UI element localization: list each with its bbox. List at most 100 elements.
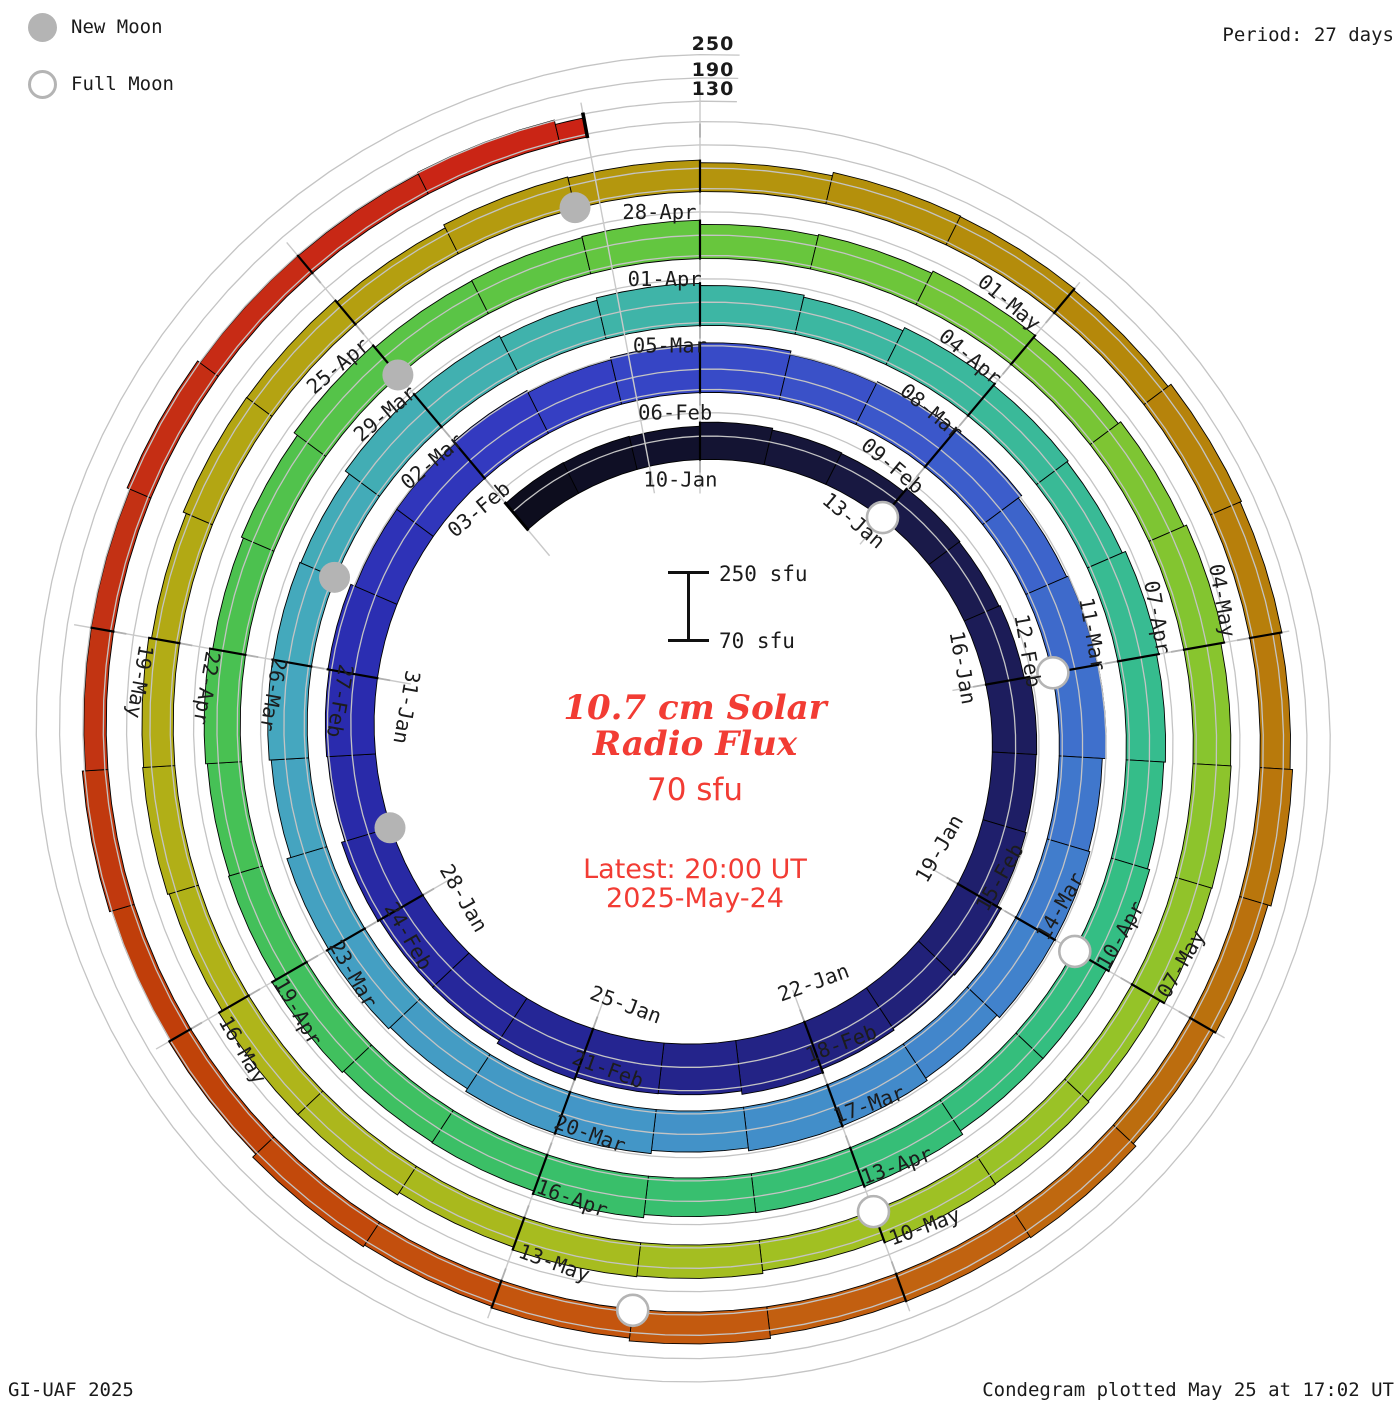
spiral-start-cap [503,501,530,532]
date-label: 01-Apr [628,267,702,291]
flux-day-bar [985,676,1038,756]
baseline-tick [247,988,261,997]
segment-divider [334,299,357,326]
new-moon-marker [382,359,414,391]
segment-dividers [90,112,1283,1309]
baseline-tick [1004,910,1018,919]
baseline-tick [915,465,927,478]
baseline-tick [178,642,193,647]
segment-divider [1116,652,1161,663]
full-moon-marker [1057,934,1092,969]
flux-day-bar [554,117,588,144]
segment-divider [325,927,367,952]
scale-bar-stem [687,572,690,641]
flux-day-bar [499,299,607,375]
date-label: 25-Jan [587,981,665,1029]
flux-day-bar [1239,767,1294,907]
segment-divider [452,440,487,480]
baseline-tick [1236,636,1251,642]
moon-markers [319,192,1092,1328]
segment-divider [1052,287,1076,315]
flux-day-bar [636,1239,764,1279]
center-text-block: 10.7 cm Solar Radio Flux 70 sfu Latest: … [390,690,1000,913]
segment-divider [90,626,115,633]
segment-divider [412,392,444,429]
flux-day-bar [966,916,1056,1019]
segment-divider [511,1216,526,1251]
flux-day-bar [1110,759,1165,870]
segment-divider [848,1146,866,1189]
date-label: 22-Jan [775,959,853,1007]
baseline-tick [1104,660,1120,665]
legend-full-moon-label: Full Moon [71,73,174,95]
flux-day-bar [227,865,308,981]
segment-divider [553,1090,572,1136]
legend-new-moon-label: New Moon [71,16,163,38]
baseline-tick [440,425,451,438]
full-moon-marker [856,1194,891,1229]
spiral-end-cap [580,112,590,139]
flux-day-bar [416,119,561,195]
flux-day-bar [967,384,1069,486]
flux-day-bar [1174,763,1232,889]
flux-day-bar [924,428,1023,526]
flux-day-bar [562,435,638,494]
baseline-tick [972,683,988,688]
flux-day-bar [743,1084,843,1152]
flux-day-bar [443,176,576,255]
baseline-tick [568,1079,576,1094]
baseline-tick [844,1135,852,1149]
scale-bar-top-cap [668,571,709,574]
flux-day-bar [465,1053,571,1134]
flux-day-bar [763,429,843,485]
segment-divider [296,254,314,275]
baseline-tick [310,665,325,670]
baseline-tick [354,323,365,335]
full-moon-marker [865,500,900,535]
plot-timestamp-label: Condegram plotted May 25 at 17:02 UT [982,1379,1394,1401]
flux-day-bar [252,1136,381,1248]
baseline-tick [958,414,970,427]
segment-divider [956,882,1003,911]
new-moon-marker [559,192,591,224]
segment-divider [894,1272,908,1303]
date-label: 10-Jan [643,467,717,491]
segment-divider [803,1020,825,1075]
new-moon-icon [28,13,57,42]
baseline-tick [376,677,391,682]
latest-time-label: Latest: 20:00 UT [583,854,807,885]
scale-bar-top-label: 250 sfu [719,562,808,586]
segment-divider [1182,641,1226,651]
flux-day-bar [126,360,219,499]
flux-day-bar [794,296,904,366]
period-label: Period: 27 days [1222,24,1394,46]
flux-day-bar [496,997,594,1080]
flux-day-bar [1183,642,1232,767]
baseline-tick [890,1261,898,1275]
segment-divider [490,1279,503,1309]
flux-day-bar [1143,383,1243,516]
flux-day-bar [628,425,701,470]
chart-title-line1: 10.7 cm Solar [563,688,827,728]
baseline-tick [946,876,960,886]
flux-day-bar [750,1147,865,1214]
flux-day-bar [735,1021,824,1095]
baseline-tick [1045,311,1056,324]
scale-bar-bottom-cap [668,639,709,642]
flux-day-bar [270,757,328,859]
flux-day-bar [431,1109,548,1192]
latest-date-label: 2025-May-24 [606,883,784,914]
gridline-130-sfu [82,100,1285,1336]
baseline-tick [244,653,259,658]
baseline-tick [1001,362,1013,375]
segment-divider [270,960,309,984]
segment-divider [326,668,379,680]
radial-axis-label-130: 130 [691,78,735,100]
full-moon-marker [1036,655,1070,690]
date-label: 06-Feb [638,401,712,425]
flux-day-bar [825,171,962,246]
flux-day-bar [581,219,701,275]
flux-day-bar [699,285,805,335]
flux-day-bar [628,1306,771,1345]
